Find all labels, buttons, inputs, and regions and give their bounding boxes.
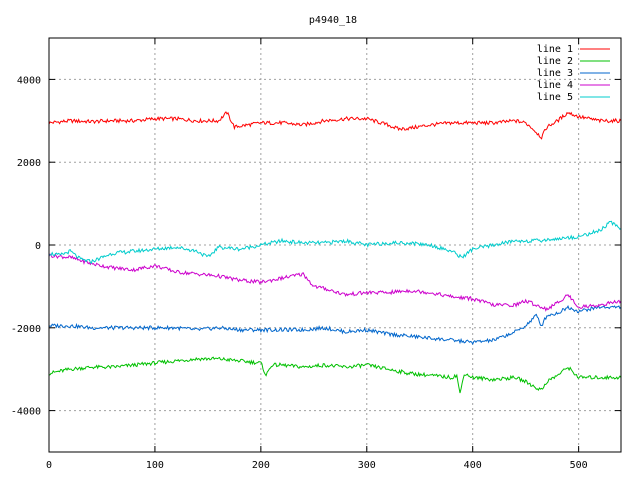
y-tick-label: -2000 xyxy=(11,324,41,335)
chart-title: p4940_18 xyxy=(309,15,357,26)
legend-label: line 1 xyxy=(537,44,573,55)
x-tick-label: 0 xyxy=(46,460,52,471)
series-line-2 xyxy=(48,356,622,394)
y-tick-label: -4000 xyxy=(11,407,41,418)
legend-label: line 5 xyxy=(537,92,573,103)
series-line-5 xyxy=(48,220,622,265)
legend-label: line 3 xyxy=(537,68,573,79)
series-group xyxy=(48,111,622,394)
y-axis: -4000 -2000 0 2000 4000 xyxy=(11,75,621,418)
legend-label: line 4 xyxy=(537,80,573,91)
y-tick-label: 4000 xyxy=(17,75,41,86)
series-line-3 xyxy=(48,305,622,346)
y-tick-label: 0 xyxy=(35,241,41,252)
x-tick-label: 100 xyxy=(146,460,164,471)
series-line-1 xyxy=(48,111,622,140)
y-tick-label: 2000 xyxy=(17,158,41,169)
x-axis: 0 100 200 300 400 500 xyxy=(46,38,588,471)
x-tick-label: 500 xyxy=(570,460,588,471)
x-tick-label: 400 xyxy=(464,460,482,471)
legend-label: line 2 xyxy=(537,56,573,67)
x-tick-label: 200 xyxy=(252,460,270,471)
grid-lines xyxy=(49,38,621,452)
x-tick-label: 300 xyxy=(358,460,376,471)
series-line-4 xyxy=(48,252,622,312)
